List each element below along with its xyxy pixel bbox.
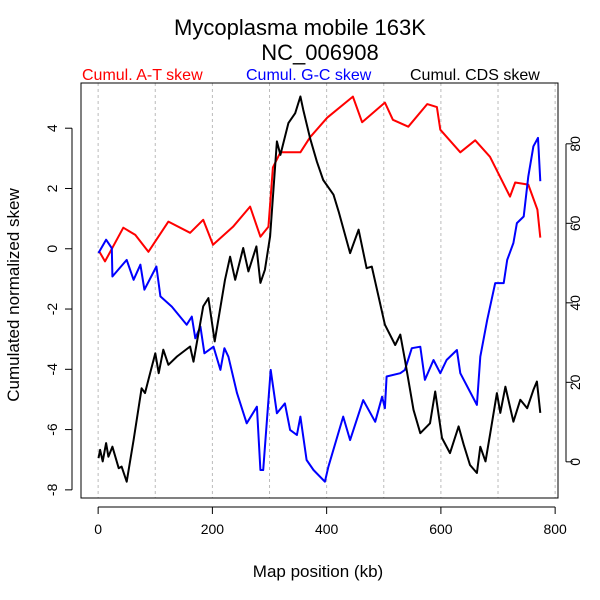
- legend-gc-skew: Cumul. G-C skew: [246, 67, 372, 84]
- series-line-cumul-a-t-skew: [98, 95, 542, 263]
- x-tick-label: 600: [429, 521, 453, 537]
- x-tick-label: 800: [543, 521, 567, 537]
- series-line-cumul-g-c-skew: [97, 136, 542, 483]
- y2-tick-label: 60: [567, 215, 583, 231]
- y-tick-label: -2: [44, 303, 60, 316]
- y2-tick-label: 20: [567, 374, 583, 390]
- x-tick-label: 200: [201, 521, 225, 537]
- y2-tick-label: 0: [567, 458, 583, 466]
- x-tick-label: 0: [94, 521, 102, 537]
- legend-cds-skew: Cumul. CDS skew: [410, 67, 540, 84]
- x-axis-label: Map position (kb): [253, 562, 383, 581]
- legend-at-skew: Cumul. A-T skew: [82, 67, 203, 84]
- plot-frame: [80, 82, 559, 499]
- grid-lines: [97, 83, 556, 498]
- y-tick-label: -6: [44, 423, 60, 436]
- y-axis-label: Cumulated normalized skew: [4, 188, 23, 402]
- y-tick-label: 4: [44, 124, 60, 132]
- y-tick-label: 2: [44, 184, 60, 192]
- y-tick-label: -4: [44, 363, 60, 376]
- y-tick-label: 0: [44, 245, 60, 253]
- series-group: [97, 95, 542, 483]
- x-tick-label: 400: [315, 521, 339, 537]
- y-tick-label: -8: [44, 483, 60, 496]
- y2-tick-label: 80: [567, 136, 583, 152]
- chart-subtitle: NC_006908: [261, 40, 378, 65]
- y2-tick-label: 40: [567, 295, 583, 311]
- chart-title: Mycoplasma mobile 163K: [174, 15, 426, 40]
- series-line-cumul-cds-skew: [97, 95, 542, 483]
